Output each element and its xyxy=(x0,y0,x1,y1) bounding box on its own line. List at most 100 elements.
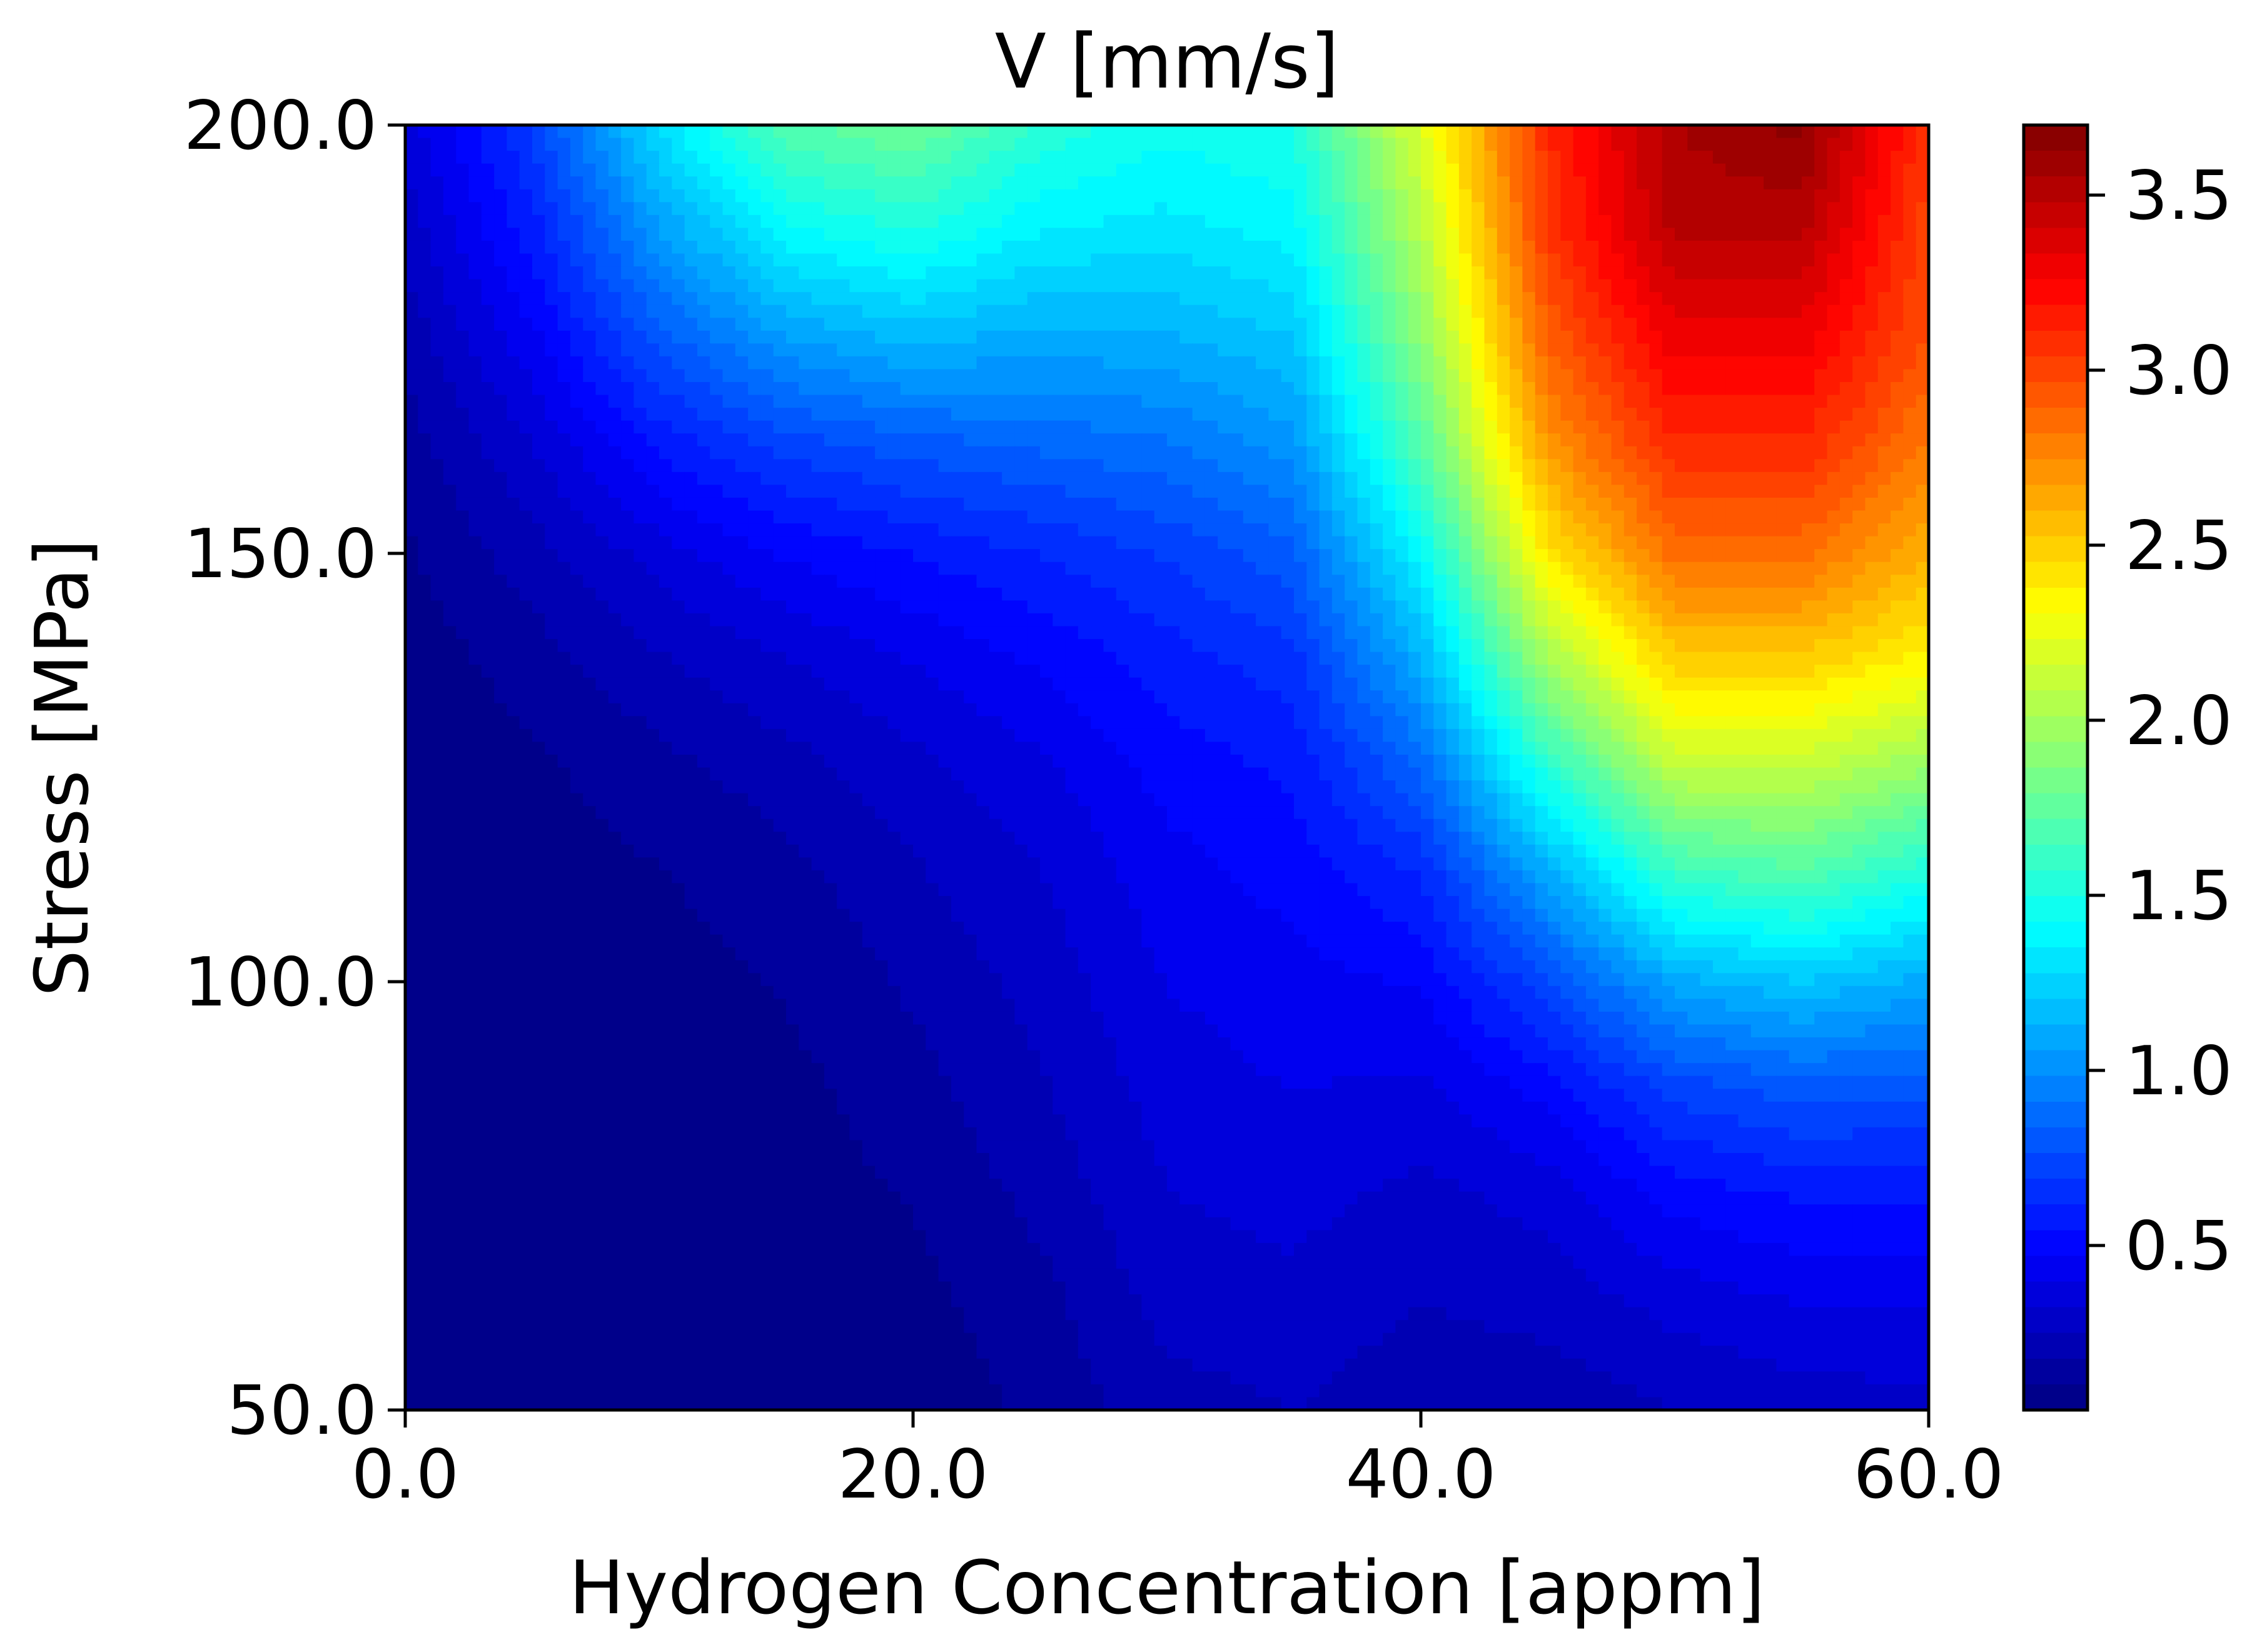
contour-cell xyxy=(1408,497,1421,511)
contour-cell xyxy=(621,356,635,370)
contour-cell xyxy=(1750,408,1765,421)
contour-field xyxy=(405,125,1929,1410)
contour-cell xyxy=(1852,189,1866,203)
contour-cell xyxy=(430,485,444,498)
contour-cell xyxy=(1573,228,1587,241)
contour-cell xyxy=(837,356,851,370)
contour-cell xyxy=(799,189,812,203)
contour-cell xyxy=(1548,151,1562,164)
contour-cell xyxy=(519,575,533,588)
contour-cell xyxy=(1637,189,1650,203)
contour-cell xyxy=(1750,575,1765,588)
contour-cell xyxy=(1852,536,1866,550)
contour-cell xyxy=(837,138,851,152)
contour-cell xyxy=(1738,510,1752,525)
contour-cell xyxy=(583,202,597,216)
contour-cell xyxy=(1827,446,1840,460)
contour-cell xyxy=(1053,587,1066,602)
contour-cell xyxy=(1877,562,1892,576)
contour-cell xyxy=(1129,510,1143,525)
contour-cell xyxy=(1535,330,1548,345)
contour-cell xyxy=(710,536,724,550)
contour-cell xyxy=(672,266,685,280)
contour-cell xyxy=(1154,228,1168,241)
contour-cell xyxy=(1903,369,1917,383)
contour-cell xyxy=(468,214,482,229)
contour-cell xyxy=(1357,163,1371,178)
contour-cell xyxy=(1548,266,1562,280)
contour-cell xyxy=(659,228,673,241)
contour-cell xyxy=(1458,433,1473,447)
contour-cell xyxy=(1585,369,1600,383)
contour-cell xyxy=(634,138,647,152)
contour-cell xyxy=(557,639,571,653)
contour-cell xyxy=(1789,138,1802,152)
contour-cell xyxy=(443,613,457,627)
contour-cell xyxy=(1078,125,1092,139)
contour-cell xyxy=(1472,125,1485,139)
contour-cell xyxy=(1129,151,1143,164)
contour-cell xyxy=(1078,446,1092,460)
contour-cell xyxy=(938,214,952,229)
contour-cell xyxy=(1662,125,1675,139)
contour-cell xyxy=(1675,125,1689,139)
contour-cell xyxy=(1916,228,1929,241)
contour-cell xyxy=(595,228,609,241)
contour-cell xyxy=(1204,253,1219,268)
contour-cell xyxy=(1916,446,1929,460)
contour-cell xyxy=(1002,189,1016,203)
contour-cell xyxy=(443,408,457,421)
contour-cell xyxy=(595,485,609,498)
contour-cell xyxy=(1357,420,1371,435)
contour-cell xyxy=(1167,356,1181,370)
contour-cell xyxy=(405,343,419,357)
contour-cell xyxy=(456,446,470,460)
contour-cell xyxy=(1040,369,1054,383)
contour-cell xyxy=(595,176,609,190)
contour-cell xyxy=(659,485,673,498)
contour-cell xyxy=(672,176,685,190)
contour-cell xyxy=(456,214,470,229)
contour-cell xyxy=(1103,240,1117,254)
contour-cell xyxy=(1433,536,1447,550)
contour-cell xyxy=(1548,471,1562,486)
contour-cell xyxy=(1281,151,1295,164)
contour-cell xyxy=(608,446,622,460)
contour-cell xyxy=(570,536,584,550)
contour-cell xyxy=(1256,125,1270,139)
contour-cell xyxy=(811,420,825,435)
contour-cell xyxy=(684,382,698,396)
contour-cell xyxy=(1637,420,1650,435)
contour-cell xyxy=(1357,549,1371,563)
contour-cell xyxy=(1611,279,1625,293)
contour-cell xyxy=(1458,446,1473,460)
contour-cell xyxy=(1458,485,1473,498)
contour-cell xyxy=(799,652,812,666)
contour-cell xyxy=(1154,446,1168,460)
contour-cell xyxy=(1204,279,1219,293)
contour-cell xyxy=(1433,369,1447,383)
contour-cell xyxy=(1852,356,1866,370)
contour-cell xyxy=(1294,613,1308,627)
contour-cell xyxy=(1700,510,1714,525)
contour-cell xyxy=(1623,279,1638,293)
contour-cell xyxy=(456,536,470,550)
contour-cell xyxy=(1319,639,1333,653)
contour-cell xyxy=(1433,125,1447,139)
contour-cell xyxy=(1738,523,1752,537)
contour-cell xyxy=(1446,626,1460,640)
contour-cell xyxy=(1218,151,1231,164)
contour-cell xyxy=(1535,510,1548,525)
contour-cell xyxy=(1827,214,1840,229)
contour-cell xyxy=(1903,446,1917,460)
contour-cell xyxy=(1700,318,1714,331)
contour-cell xyxy=(1306,562,1320,576)
contour-cell xyxy=(976,125,990,139)
contour-cell xyxy=(621,613,635,627)
contour-cell xyxy=(507,510,520,525)
contour-cell xyxy=(545,138,558,152)
contour-cell xyxy=(595,266,609,280)
contour-cell xyxy=(748,189,762,203)
contour-cell xyxy=(1776,497,1790,511)
contour-cell xyxy=(1649,356,1663,370)
